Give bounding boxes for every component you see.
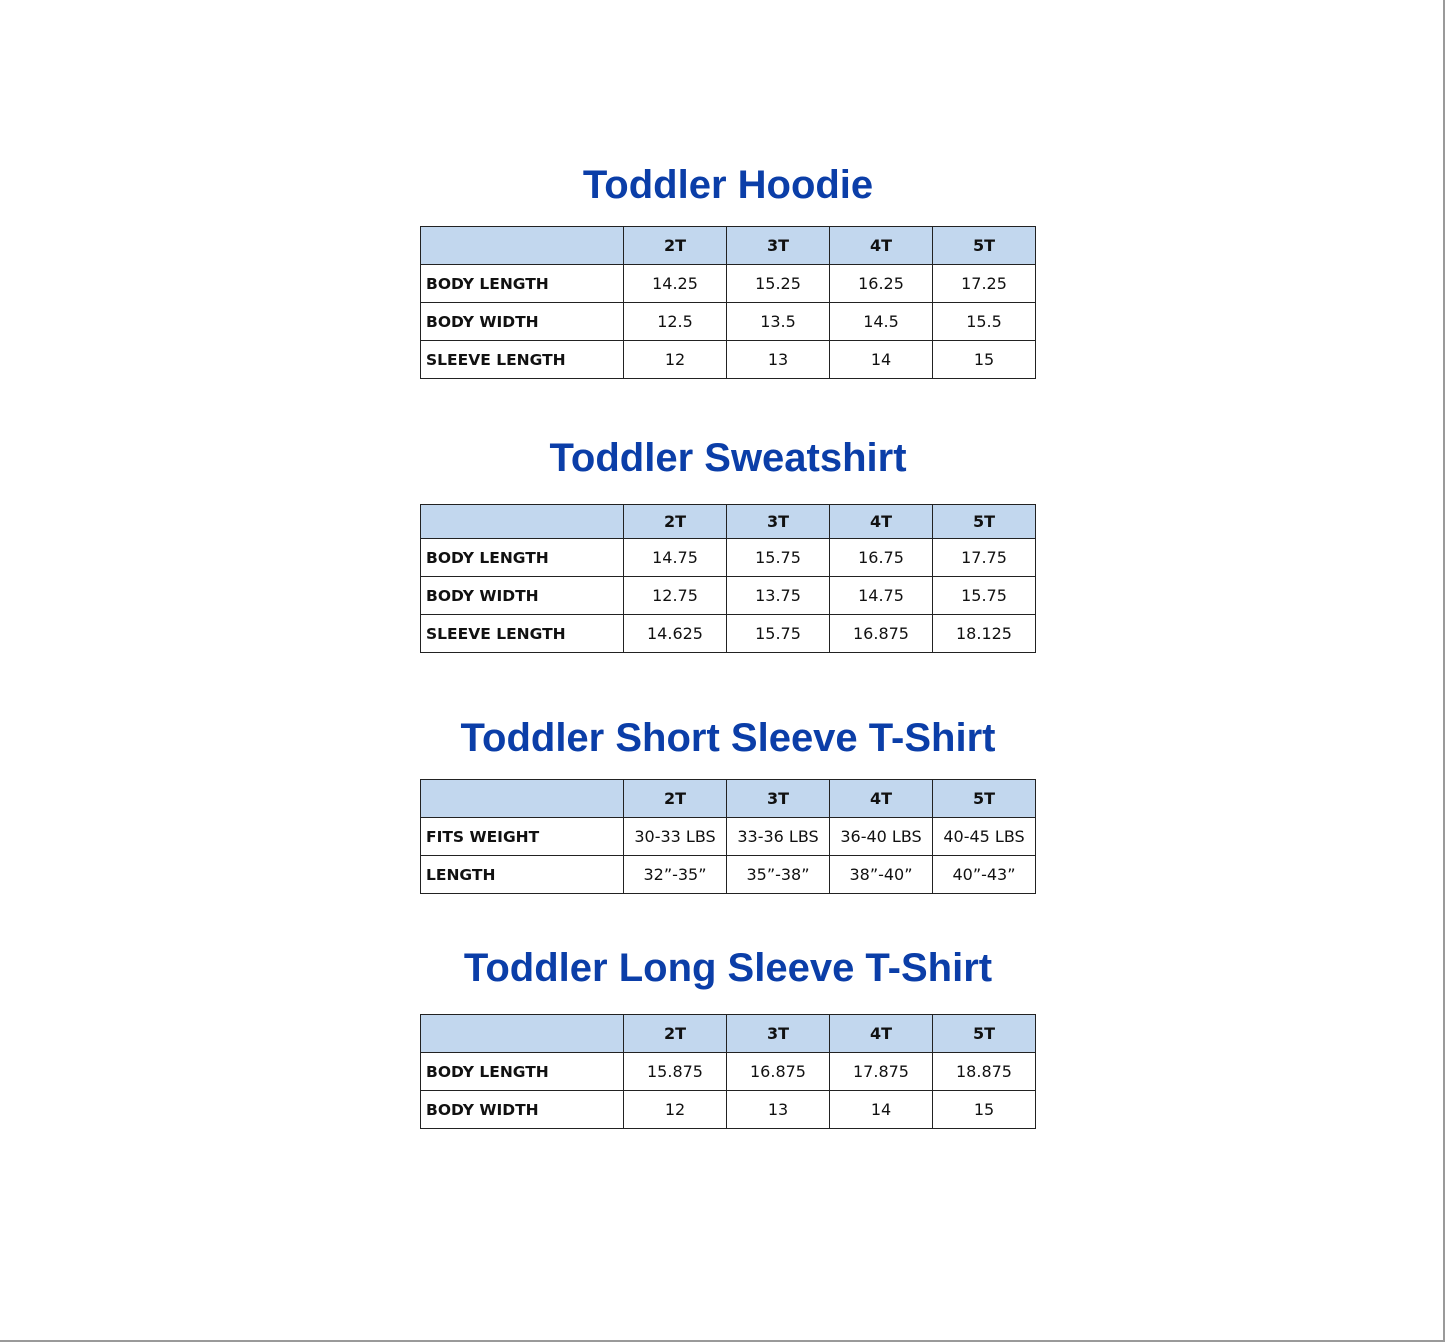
column-header-2t: 2T [623,1014,727,1053]
measurement-cell: 14.75 [829,576,933,615]
measurement-cell: 36-40 LBS [829,817,933,856]
row-label: BODY LENGTH [420,264,624,303]
column-header-4t: 4T [829,226,933,265]
column-header-2t: 2T [623,504,727,539]
measurement-cell: 15.75 [932,576,1036,615]
measurement-cell: 13.75 [726,576,830,615]
measurement-cell: 16.25 [829,264,933,303]
measurement-cell: 14.75 [623,538,727,577]
measurement-cell: 30-33 LBS [623,817,727,856]
column-header-5t: 5T [932,226,1036,265]
measurement-cell: 12.5 [623,302,727,341]
row-label: SLEEVE LENGTH [420,614,624,653]
measurement-cell: 14 [829,340,933,379]
measurement-cell: 12 [623,340,727,379]
column-header-5t: 5T [932,1014,1036,1053]
measurement-cell: 12 [623,1090,727,1129]
toddler-long-sleeve-t-shirt-size-table: 2T 3T 4T 5T BODY LENGTH 15.875 16.875 17.875 18.… [420,1014,1036,1129]
toddler-short-sleeve-t-shirt-title: Toddler Short Sleeve T-Shirt [460,716,996,760]
column-header-3t: 3T [726,226,830,265]
measurement-cell: 14 [829,1090,933,1129]
table-row: BODY WIDTH 12.5 13.5 14.5 15.5 [420,302,1036,341]
table-row: BODY LENGTH 14.25 15.25 16.25 17.25 [420,264,1036,303]
table-header-row: 2T 3T 4T 5T [420,1014,1036,1053]
measurement-cell: 18.875 [932,1052,1036,1091]
measurement-cell: 15 [932,340,1036,379]
row-label: BODY LENGTH [420,538,624,577]
measurement-cell: 14.625 [623,614,727,653]
measurement-cell: 40-45 LBS [932,817,1036,856]
measurement-cell: 16.875 [829,614,933,653]
row-label: BODY WIDTH [420,302,624,341]
column-header-2t: 2T [623,226,727,265]
measurement-cell: 35”-38” [726,855,830,894]
column-header-3t: 3T [726,779,830,818]
measurement-cell: 15.875 [623,1052,727,1091]
toddler-hoodie-title: Toddler Hoodie [582,163,874,207]
measurement-cell: 15.25 [726,264,830,303]
table-header-row: 2T 3T 4T 5T [420,779,1036,818]
toddler-short-sleeve-t-shirt-size-table: 2T 3T 4T 5T FITS WEIGHT 30-33 LBS 33-36 LBS 36-… [420,779,1036,894]
column-header-2t: 2T [623,779,727,818]
table-row: SLEEVE LENGTH 12 13 14 15 [420,340,1036,379]
measurement-cell: 17.25 [932,264,1036,303]
table-row: BODY LENGTH 15.875 16.875 17.875 18.875 [420,1052,1036,1091]
table-header-row: 2T 3T 4T 5T [420,504,1036,539]
column-header-blank [420,504,624,539]
column-header-4t: 4T [829,779,933,818]
measurement-cell: 38”-40” [829,855,933,894]
table-row: FITS WEIGHT 30-33 LBS 33-36 LBS 36-40 LBS 40… [420,817,1036,856]
toddler-long-sleeve-t-shirt-title: Toddler Long Sleeve T-Shirt [463,946,993,990]
measurement-cell: 12.75 [623,576,727,615]
measurement-cell: 15.75 [726,538,830,577]
column-header-blank [420,226,624,265]
measurement-cell: 13 [726,1090,830,1129]
measurement-cell: 40”-43” [932,855,1036,894]
row-label: SLEEVE LENGTH [420,340,624,379]
measurement-cell: 32”-35” [623,855,727,894]
measurement-cell: 17.875 [829,1052,933,1091]
toddler-sweatshirt-size-table: 2T 3T 4T 5T BODY LENGTH 14.75 15.75 16.75 17.75 B… [420,504,1036,653]
measurement-cell: 17.75 [932,538,1036,577]
measurement-cell: 15 [932,1090,1036,1129]
measurement-cell: 16.875 [726,1052,830,1091]
column-header-5t: 5T [932,504,1036,539]
row-label: BODY WIDTH [420,1090,624,1129]
column-header-blank [420,1014,624,1053]
column-header-4t: 4T [829,1014,933,1053]
column-header-3t: 3T [726,1014,830,1053]
column-header-4t: 4T [829,504,933,539]
column-header-5t: 5T [932,779,1036,818]
toddler-sweatshirt-title: Toddler Sweatshirt [549,436,907,480]
measurement-cell: 15.5 [932,302,1036,341]
row-label: FITS WEIGHT [420,817,624,856]
table-row: SLEEVE LENGTH 14.625 15.75 16.875 18.125 [420,614,1036,653]
measurement-cell: 13.5 [726,302,830,341]
measurement-cell: 16.75 [829,538,933,577]
measurement-cell: 14.25 [623,264,727,303]
column-header-blank [420,779,624,818]
toddler-hoodie-size-table: 2T 3T 4T 5T BODY LENGTH 14.25 15.25 16.25 17.25 B… [420,226,1036,379]
table-row: BODY LENGTH 14.75 15.75 16.75 17.75 [420,538,1036,577]
row-label: BODY LENGTH [420,1052,624,1091]
table-row: BODY WIDTH 12.75 13.75 14.75 15.75 [420,576,1036,615]
measurement-cell: 14.5 [829,302,933,341]
measurement-cell: 33-36 LBS [726,817,830,856]
measurement-cell: 18.125 [932,614,1036,653]
row-label: LENGTH [420,855,624,894]
table-row: BODY WIDTH 12 13 14 15 [420,1090,1036,1129]
measurement-cell: 15.75 [726,614,830,653]
row-label: BODY WIDTH [420,576,624,615]
column-header-3t: 3T [726,504,830,539]
table-header-row: 2T 3T 4T 5T [420,226,1036,265]
measurement-cell: 13 [726,340,830,379]
table-row: LENGTH 32”-35” 35”-38” 38”-40” 40”-43” [420,855,1036,894]
